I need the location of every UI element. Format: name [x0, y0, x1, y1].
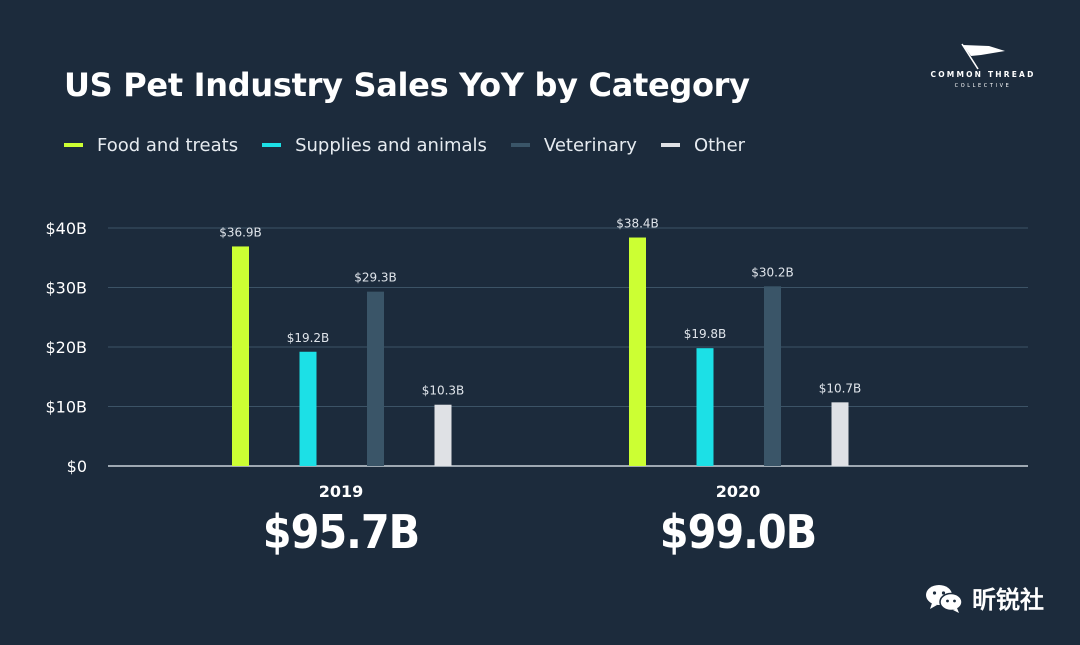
total-label-2020: $99.0B	[659, 505, 817, 559]
bar-value-label: $10.7B	[819, 381, 862, 395]
legend-item-veterinary: Veterinary	[510, 134, 637, 156]
y-tick-label: $0	[67, 457, 87, 476]
bar-value-label: $36.9B	[219, 225, 262, 239]
wechat-icon	[926, 584, 963, 613]
bar-value-label: $29.3B	[354, 271, 397, 285]
bar	[299, 351, 317, 466]
common-thread-logo: COMMON THREAD COLLECTIVE	[925, 42, 1041, 94]
bar-value-label: $38.4B	[616, 217, 659, 231]
logo-name: COMMON THREAD	[930, 70, 1036, 79]
bar-value-label: $30.2B	[751, 265, 794, 279]
legend-label-supplies: Supplies and animals	[295, 134, 487, 156]
bar	[831, 402, 849, 466]
year-label-2019: 2019	[318, 482, 364, 501]
legend-label-veterinary: Veterinary	[543, 134, 637, 156]
bar-value-label: $19.8B	[684, 327, 727, 341]
year-label-2020: 2020	[715, 482, 761, 501]
legend-swatch-food	[64, 143, 83, 147]
watermark: 昕锐社	[924, 580, 1044, 615]
bar	[629, 237, 646, 466]
legend-item-food: Food and treats	[64, 135, 238, 156]
bar	[232, 246, 249, 466]
total-label-2019: $95.7B	[262, 505, 420, 559]
bar	[434, 404, 452, 466]
bar	[764, 286, 781, 466]
legend: Food and treats Supplies and animals Vet…	[64, 132, 769, 158]
y-tick-label: $10B	[45, 398, 87, 417]
chart-title: US Pet Industry Sales YoY by Category	[64, 66, 750, 104]
legend-label-other: Other	[693, 134, 746, 156]
y-tick-label: $40B	[45, 219, 87, 238]
bar	[367, 291, 384, 466]
y-tick-label: $20B	[45, 338, 87, 357]
logo-subtitle: COLLECTIVE	[954, 83, 1012, 89]
legend-swatch-veterinary	[510, 143, 530, 147]
flag-icon	[961, 43, 1005, 70]
legend-label-food: Food and treats	[97, 134, 239, 156]
legend-item-supplies: Supplies and animals	[262, 135, 487, 156]
bar-value-label: $10.3B	[422, 384, 465, 398]
watermark-text: 昕锐社	[972, 586, 1044, 614]
legend-swatch-other	[660, 143, 680, 147]
legend-item-other: Other	[660, 134, 746, 156]
legend-swatch-supplies	[262, 143, 282, 147]
y-tick-label: $30B	[45, 279, 87, 298]
bar-value-label: $19.2B	[287, 331, 330, 345]
bar	[696, 348, 714, 466]
